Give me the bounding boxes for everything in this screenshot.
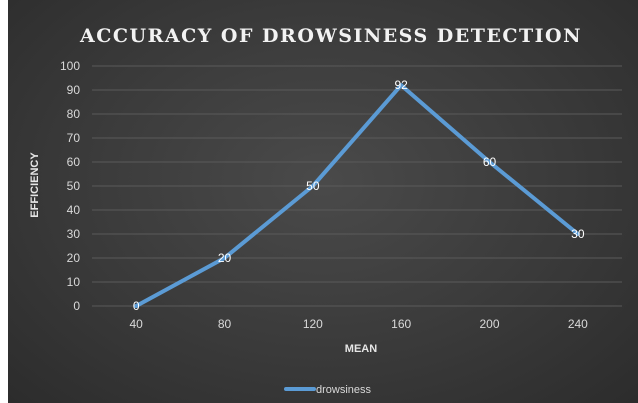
data-label: 60 bbox=[483, 155, 497, 169]
y-tick-label: 40 bbox=[67, 203, 81, 217]
data-point bbox=[310, 184, 315, 188]
y-tick-label: 20 bbox=[67, 251, 81, 265]
y-tick-label: 0 bbox=[73, 299, 80, 313]
data-labels: 0 20 50 92 60 30 bbox=[133, 78, 585, 313]
data-point bbox=[134, 304, 139, 308]
y-tick-label: 90 bbox=[67, 83, 81, 97]
data-label: 50 bbox=[306, 179, 320, 193]
x-tick-label: 200 bbox=[479, 317, 499, 331]
y-tick-label: 50 bbox=[67, 179, 81, 193]
data-point bbox=[222, 256, 227, 260]
y-tick-label: 70 bbox=[67, 131, 81, 145]
x-tick-label: 160 bbox=[391, 317, 411, 331]
x-axis-title: MEAN bbox=[345, 343, 377, 355]
y-tick-label: 80 bbox=[67, 107, 81, 121]
data-label: 30 bbox=[571, 227, 585, 241]
series-drowsiness bbox=[134, 83, 580, 308]
y-axis-ticks: 0 10 20 30 40 50 60 70 80 90 100 bbox=[60, 59, 80, 313]
series-line-drowsiness bbox=[134, 83, 580, 308]
data-label: 92 bbox=[394, 78, 408, 92]
x-tick-label: 80 bbox=[218, 317, 232, 331]
y-tick-label: 100 bbox=[60, 59, 80, 73]
data-point bbox=[575, 232, 580, 236]
chart-title: ACCURACY OF DROWSINESS DETECTION bbox=[79, 25, 582, 47]
legend-label-drowsiness: drowsiness bbox=[316, 384, 372, 396]
gridlines bbox=[92, 65, 622, 307]
x-tick-label: 40 bbox=[129, 317, 143, 331]
data-point bbox=[487, 160, 492, 164]
y-tick-label: 60 bbox=[67, 155, 81, 169]
y-tick-label: 10 bbox=[67, 275, 81, 289]
y-tick-label: 30 bbox=[67, 227, 81, 241]
x-tick-label: 240 bbox=[568, 317, 588, 331]
legend: drowsiness bbox=[284, 384, 372, 396]
x-tick-label: 120 bbox=[303, 317, 323, 331]
x-axis-ticks: 40 80 120 160 200 240 bbox=[129, 317, 588, 331]
chart-container: ACCURACY OF DROWSINESS DETECTION 0 10 20 30… bbox=[8, 0, 638, 403]
data-point bbox=[399, 83, 404, 88]
line-chart: ACCURACY OF DROWSINESS DETECTION 0 10 20 30… bbox=[29, 25, 622, 396]
data-label: 0 bbox=[133, 299, 140, 313]
y-axis-title: EFFICIENCY bbox=[29, 152, 41, 218]
data-label: 20 bbox=[218, 251, 232, 265]
